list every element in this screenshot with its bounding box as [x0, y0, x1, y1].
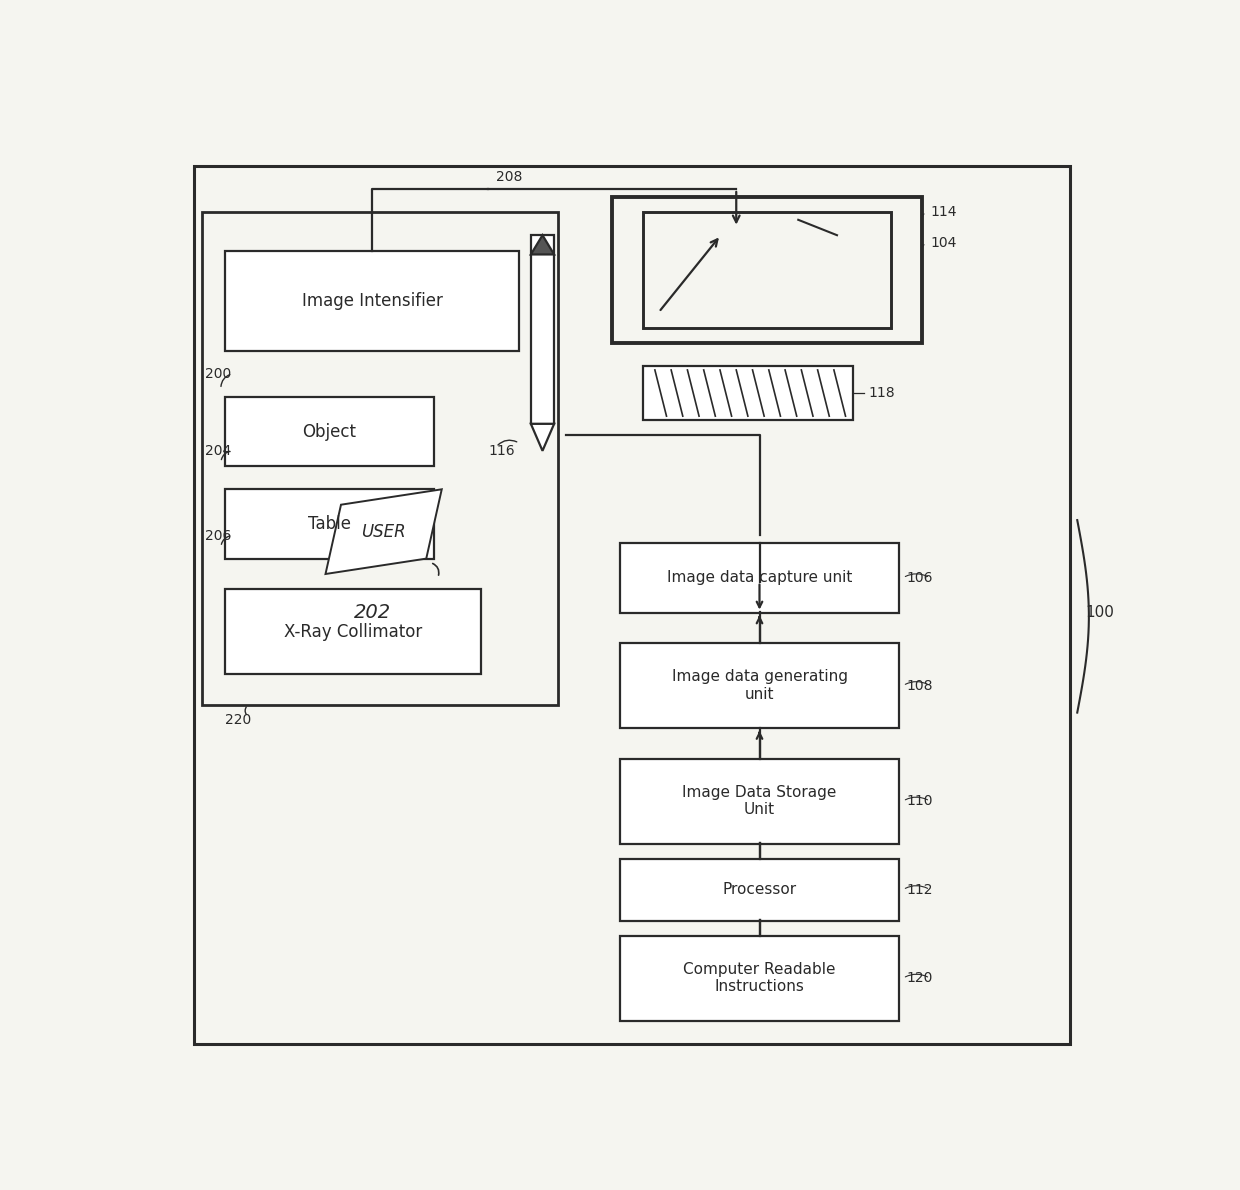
- Text: 104: 104: [930, 236, 956, 250]
- Text: Image Intensifier: Image Intensifier: [301, 292, 443, 309]
- Text: 120: 120: [906, 971, 934, 985]
- Text: USER: USER: [361, 522, 405, 540]
- Text: 106: 106: [906, 571, 934, 584]
- Polygon shape: [531, 424, 554, 451]
- Bar: [237, 258, 531, 358]
- Bar: [620, 759, 899, 844]
- Text: 114: 114: [930, 205, 956, 219]
- Bar: [237, 405, 445, 474]
- Text: Image data generating
unit: Image data generating unit: [672, 670, 847, 702]
- Text: 108: 108: [906, 678, 934, 693]
- Text: 112: 112: [906, 883, 934, 897]
- Text: 206: 206: [206, 528, 232, 543]
- Text: Image Data Storage
Unit: Image Data Storage Unit: [682, 785, 837, 818]
- Bar: [224, 589, 481, 674]
- Bar: [237, 497, 445, 566]
- Text: 116: 116: [489, 444, 515, 458]
- Text: 110: 110: [906, 794, 934, 808]
- Text: 100: 100: [1085, 605, 1114, 620]
- Text: Computer Readable
Instructions: Computer Readable Instructions: [683, 962, 836, 995]
- Bar: [644, 212, 892, 327]
- Text: Image data capture unit: Image data capture unit: [667, 570, 852, 585]
- Bar: [531, 236, 554, 424]
- Bar: [237, 597, 492, 682]
- Bar: [613, 196, 923, 343]
- Bar: [224, 397, 434, 466]
- Text: 208: 208: [496, 170, 522, 184]
- Text: X-Ray Collimator: X-Ray Collimator: [284, 622, 422, 640]
- Text: Table: Table: [308, 515, 351, 533]
- Bar: [644, 367, 853, 420]
- Text: 204: 204: [206, 444, 232, 458]
- Bar: [620, 644, 899, 728]
- Polygon shape: [531, 236, 554, 255]
- Text: Object: Object: [303, 422, 356, 440]
- Polygon shape: [325, 489, 441, 574]
- Text: 118: 118: [868, 386, 894, 400]
- Text: 200: 200: [206, 367, 232, 381]
- Bar: [620, 543, 899, 613]
- Bar: [224, 251, 520, 351]
- Bar: [201, 212, 558, 704]
- Text: 220: 220: [224, 713, 250, 727]
- Bar: [620, 859, 899, 921]
- Text: 202: 202: [353, 603, 391, 622]
- Bar: [620, 935, 899, 1021]
- Text: Processor: Processor: [723, 882, 796, 897]
- Bar: [224, 489, 434, 558]
